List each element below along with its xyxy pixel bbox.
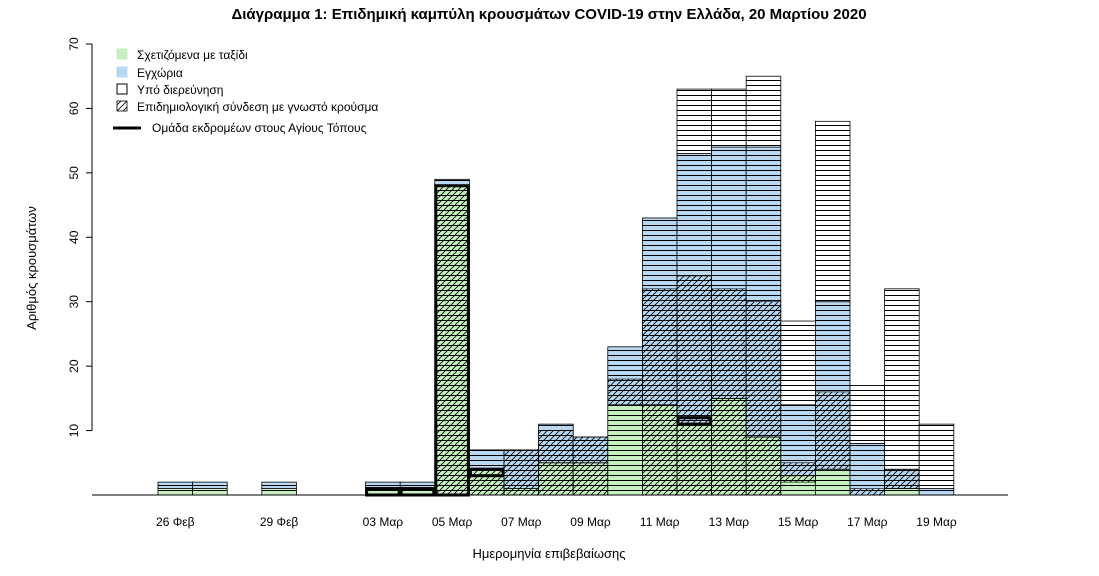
bar-outline xyxy=(849,385,885,444)
epi-link-overlay xyxy=(815,391,851,470)
legend-label-pilgrim: Ομάδα εκδρομέων στους Αγίους Τόπους xyxy=(152,121,367,135)
epi-link-overlay xyxy=(884,468,920,489)
bar-outline xyxy=(918,488,955,496)
x-tick-label: 03 Μαρ xyxy=(363,515,404,529)
bar-outline xyxy=(157,481,193,489)
epi-link-overlay xyxy=(434,185,470,496)
x-tick-label: 05 Μαρ xyxy=(432,515,473,529)
y-axis: 10 20 30 40 50 60 70 xyxy=(67,37,93,438)
bar-segment xyxy=(849,443,885,496)
y-axis-label: Αριθμός κρουσμάτων xyxy=(24,206,39,330)
y-tick-label: 40 xyxy=(67,230,81,244)
y-tick-label: 30 xyxy=(67,295,81,309)
epi-link-overlay xyxy=(503,449,539,496)
epi-link-overlay xyxy=(607,378,643,406)
legend-swatch-local xyxy=(116,66,128,78)
x-tick-label: 07 Μαρ xyxy=(501,515,542,529)
pilgrim-group-outline xyxy=(468,467,505,478)
y-tick-label: 60 xyxy=(67,101,81,115)
legend-swatch-epi-link xyxy=(116,100,128,112)
bar-outline xyxy=(711,88,747,148)
epi-link-overlay xyxy=(642,288,678,496)
epi-link-overlay xyxy=(676,275,712,496)
epi-link-overlay xyxy=(780,462,816,483)
bar-segment xyxy=(261,488,297,496)
x-tick-label: 19 Μαρ xyxy=(916,515,957,529)
bar-outline xyxy=(745,75,782,148)
bar-outline xyxy=(157,488,193,496)
x-tick-label: 15 Μαρ xyxy=(778,515,819,529)
bar-segment xyxy=(815,120,851,303)
x-tick-label: 13 Μαρ xyxy=(709,515,750,529)
y-tick-label: 50 xyxy=(67,166,81,180)
pilgrim-group-outline xyxy=(676,416,713,426)
bar-outline xyxy=(192,481,228,489)
legend-swatch-investigation xyxy=(116,83,128,95)
bar-outline xyxy=(884,288,920,470)
x-axis: 26 Φεβ 29 Φεβ 03 Μαρ 05 Μαρ 07 Μαρ 09 Μαρ 11 Μ… xyxy=(92,494,1008,529)
bar-segment xyxy=(745,75,782,148)
bar-segment xyxy=(192,481,228,489)
bar-segment xyxy=(711,88,747,148)
epi-link-overlay xyxy=(849,488,885,496)
bar-segment xyxy=(607,404,643,496)
bar-segment xyxy=(884,488,920,496)
chart-title: Διάγραμμα 1: Επιδημική καμπύλη κρουσμάτω… xyxy=(231,6,866,23)
x-axis-label: Ημερομηνία επιβεβαίωσης xyxy=(472,546,625,561)
bar-outline xyxy=(918,423,955,489)
bar-segment xyxy=(884,288,920,470)
epi-link-overlay xyxy=(745,301,782,496)
x-tick-label: 26 Φεβ xyxy=(156,515,195,529)
bar-segment xyxy=(918,488,955,496)
y-tick-label: 10 xyxy=(67,424,81,438)
bar-outline xyxy=(815,120,851,303)
x-tick-label: 11 Μαρ xyxy=(640,515,680,529)
bar-outline xyxy=(780,320,816,406)
legend-label-local: Εγχώρια xyxy=(137,66,183,80)
bar-outline xyxy=(261,481,297,489)
bar-outline xyxy=(607,404,643,496)
bar-segment xyxy=(815,468,851,496)
bar-outline xyxy=(815,468,851,496)
epi-link-overlay xyxy=(538,430,574,496)
x-tick-label: 29 Φεβ xyxy=(260,515,299,529)
x-tick-label: 17 Μαρ xyxy=(847,515,888,529)
y-tick-label: 20 xyxy=(67,359,81,373)
bar-segment xyxy=(157,481,193,489)
epi-link-overlay xyxy=(572,436,609,496)
bar-outline xyxy=(192,488,228,496)
bar-outline xyxy=(849,443,885,496)
bar-segment xyxy=(261,481,297,489)
bar-segment xyxy=(780,320,816,406)
bars-group xyxy=(157,75,955,497)
legend-label-investigation: Υπό διερεύνηση xyxy=(137,83,223,97)
legend-label-epi-link: Επιδημιολογική σύνδεση με γνωστό κρούσμα xyxy=(137,100,378,114)
epi-link-overlay xyxy=(711,288,747,496)
bar-segment xyxy=(157,488,193,496)
bar-segment xyxy=(468,449,505,470)
bar-outline xyxy=(884,488,920,496)
x-tick-label: 09 Μαρ xyxy=(570,515,611,529)
epi-link-overlay xyxy=(469,468,505,496)
legend-swatch-travel xyxy=(116,48,128,60)
bar-segment xyxy=(676,88,712,154)
y-tick-label: 70 xyxy=(67,37,81,51)
bar-outline xyxy=(261,488,297,496)
bar-segment xyxy=(192,488,228,496)
bar-outline xyxy=(676,88,712,154)
bar-segment xyxy=(918,423,955,489)
bar-segment xyxy=(849,385,885,444)
legend: Σχετιζόμενα με ταξίδι Εγχώρια Υπό διερεύ… xyxy=(113,48,378,135)
bar-outline xyxy=(468,449,505,470)
legend-label-travel: Σχετιζόμενα με ταξίδι xyxy=(137,48,248,62)
